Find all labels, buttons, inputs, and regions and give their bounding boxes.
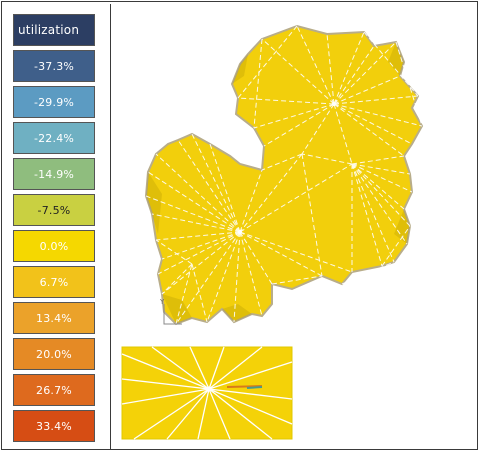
inset-mesh-lines xyxy=(121,346,293,440)
utilization-legend: utilization -37.3% -29.9% -22.4% -14.9% -7.5… xyxy=(4,4,111,449)
mesh-node-upper[interactable] xyxy=(332,102,336,106)
legend-swatch-label: -37.3% xyxy=(33,59,75,73)
legend-swatch-label: -7.5% xyxy=(37,203,71,217)
legend-swatch-label: -29.9% xyxy=(33,95,75,109)
membrane-shape xyxy=(144,24,424,326)
legend-swatch: 26.7% xyxy=(13,374,95,406)
legend-swatch: -37.3% xyxy=(13,50,95,82)
legend-swatch: 13.4% xyxy=(13,302,95,334)
legend-title: utilization xyxy=(13,14,95,46)
legend-swatch: 6.7% xyxy=(13,266,95,298)
legend-swatch-label: 33.4% xyxy=(36,419,72,433)
legend-swatch: 0.0% xyxy=(13,230,95,262)
legend-swatch-label: -22.4% xyxy=(33,131,75,145)
legend-swatch: -7.5% xyxy=(13,194,95,226)
mesh-node-lower[interactable] xyxy=(238,230,242,234)
legend-swatch: -29.9% xyxy=(13,86,95,118)
mesh-edges xyxy=(145,25,423,325)
legend-swatch-label: 20.0% xyxy=(36,347,72,361)
legend-swatch-label: 13.4% xyxy=(36,311,72,325)
shadow-facets xyxy=(146,42,410,324)
legend-swatch: 20.0% xyxy=(13,338,95,370)
detail-inset[interactable] xyxy=(121,346,293,440)
legend-swatch: -14.9% xyxy=(13,158,95,190)
model-canvas[interactable]: Y xyxy=(112,4,478,449)
inset-stress-marker xyxy=(226,385,263,388)
legend-swatch: -22.4% xyxy=(13,122,95,154)
legend-swatch: 33.4% xyxy=(13,410,95,442)
legend-swatch-label: 6.7% xyxy=(39,275,69,289)
model-viewport[interactable]: Y xyxy=(112,4,478,449)
legend-title-text: utilization xyxy=(18,23,80,37)
legend-swatch-label: -14.9% xyxy=(33,167,75,181)
axis-triad: Y xyxy=(159,298,182,325)
membrane-structure[interactable] xyxy=(144,24,424,326)
inset-stress-marker-2 xyxy=(246,386,263,389)
legend-swatch-label: 0.0% xyxy=(39,239,69,253)
axis-label: Y xyxy=(159,298,165,306)
inset-center-node[interactable] xyxy=(206,386,212,392)
legend-swatch-label: 26.7% xyxy=(36,383,72,397)
